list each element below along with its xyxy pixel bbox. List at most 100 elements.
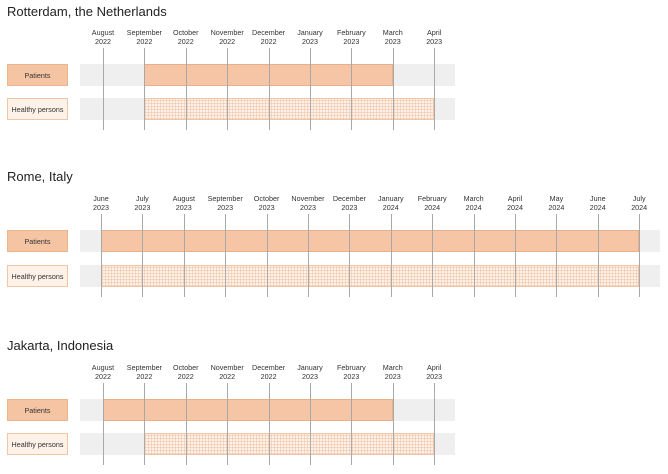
- tick-year: 2024: [631, 203, 648, 212]
- tick-year: 2023: [341, 203, 358, 212]
- tick-month: March: [463, 194, 484, 203]
- month-gridline: [103, 383, 104, 465]
- tick-year: 2023: [300, 203, 316, 212]
- tick-month: March: [382, 363, 403, 372]
- month-gridline: [351, 48, 352, 130]
- month-gridline: [434, 48, 435, 130]
- month-gridline: [393, 48, 394, 130]
- tick-month: November: [210, 363, 244, 372]
- tick-year: 2024: [548, 203, 565, 212]
- month-gridline: [184, 214, 185, 297]
- row-label-healthy: Healthy persons: [7, 98, 68, 120]
- row-label-patients: Patients: [7, 399, 68, 421]
- month-gridline: [351, 383, 352, 465]
- row-label-healthy: Healthy persons: [7, 433, 68, 455]
- tick-month: October: [173, 28, 199, 37]
- month-tick-label: December 2023: [321, 194, 377, 212]
- month-tick-label: March 2023: [365, 28, 421, 46]
- month-tick-label: November 2023: [280, 194, 336, 212]
- panel-title: Rotterdam, the Netherlands: [7, 4, 167, 19]
- tick-year: 2023: [217, 203, 234, 212]
- tick-year: 2024: [507, 203, 523, 212]
- tick-month: February: [337, 28, 366, 37]
- month-tick-label: August 2023: [156, 194, 212, 212]
- month-gridline: [515, 214, 516, 297]
- tick-month: February: [337, 363, 366, 372]
- month-gridline: [103, 48, 104, 130]
- tick-year: 2022: [260, 37, 277, 46]
- tick-year: 2024: [424, 203, 441, 212]
- month-gridline: [434, 383, 435, 465]
- month-gridline: [269, 48, 270, 130]
- tick-month: August: [91, 363, 115, 372]
- tick-year: 2022: [177, 37, 194, 46]
- tick-month: September: [207, 194, 243, 203]
- month-gridline: [269, 383, 270, 465]
- enrollment-bar-patients: [103, 399, 393, 421]
- month-tick-label: January 2023: [282, 28, 338, 46]
- month-gridline: [639, 214, 640, 297]
- panel-title: Rome, Italy: [7, 169, 73, 184]
- tick-month: January: [297, 363, 323, 372]
- month-gridline: [310, 383, 311, 465]
- tick-year: 2023: [426, 372, 443, 381]
- month-gridline: [391, 214, 392, 297]
- month-tick-label: March 2024: [446, 194, 502, 212]
- tick-year: 2023: [134, 203, 151, 212]
- tick-year: 2023: [302, 372, 318, 381]
- month-tick-label: February 2023: [323, 28, 379, 46]
- month-tick-label: August 2022: [75, 363, 131, 381]
- month-gridline: [474, 214, 475, 297]
- enrollment-bar-healthy: [101, 265, 640, 287]
- tick-year: 2024: [465, 203, 482, 212]
- month-tick-label: August 2022: [75, 28, 131, 46]
- month-tick-label: January 2023: [282, 363, 338, 381]
- tick-year: 2022: [219, 37, 236, 46]
- tick-month: September: [126, 363, 162, 372]
- tick-month: May: [549, 194, 564, 203]
- month-tick-label: December 2022: [241, 363, 297, 381]
- month-tick-label: December 2022: [241, 28, 297, 46]
- tick-month: December: [332, 194, 366, 203]
- tick-year: 2022: [260, 372, 277, 381]
- month-gridline: [144, 48, 145, 130]
- month-tick-label: October 2022: [158, 363, 214, 381]
- month-tick-label: April 2023: [406, 363, 462, 381]
- month-tick-label: September 2023: [197, 194, 253, 212]
- tick-month: January: [378, 194, 404, 203]
- tick-month: March: [382, 28, 403, 37]
- enrollment-bar-healthy: [144, 433, 435, 455]
- row-label-patients: Patients: [7, 64, 68, 86]
- month-gridline: [432, 214, 433, 297]
- tick-month: April: [426, 363, 442, 372]
- tick-year: 2023: [258, 203, 275, 212]
- tick-month: April: [426, 28, 442, 37]
- panel-title: Jakarta, Indonesia: [7, 338, 114, 353]
- month-tick-label: November 2022: [199, 363, 255, 381]
- tick-month: August: [91, 28, 115, 37]
- month-gridline: [101, 214, 102, 297]
- tick-year: 2024: [382, 203, 399, 212]
- row-label-healthy: Healthy persons: [7, 265, 68, 287]
- tick-year: 2022: [219, 372, 236, 381]
- month-tick-label: June 2024: [570, 194, 626, 212]
- tick-year: 2022: [136, 372, 153, 381]
- month-gridline: [227, 48, 228, 130]
- month-tick-label: May 2024: [528, 194, 584, 212]
- month-tick-label: July 2023: [114, 194, 170, 212]
- tick-year: 2023: [302, 37, 318, 46]
- tick-year: 2022: [136, 37, 153, 46]
- month-tick-label: April 2023: [406, 28, 462, 46]
- tick-year: 2022: [95, 372, 111, 381]
- tick-month: June: [93, 194, 109, 203]
- month-gridline: [267, 214, 268, 297]
- tick-month: November: [210, 28, 244, 37]
- tick-month: January: [297, 28, 323, 37]
- month-tick-label: March 2023: [365, 363, 421, 381]
- tick-year: 2023: [426, 37, 443, 46]
- tick-month: July: [632, 194, 646, 203]
- tick-year: 2023: [384, 37, 401, 46]
